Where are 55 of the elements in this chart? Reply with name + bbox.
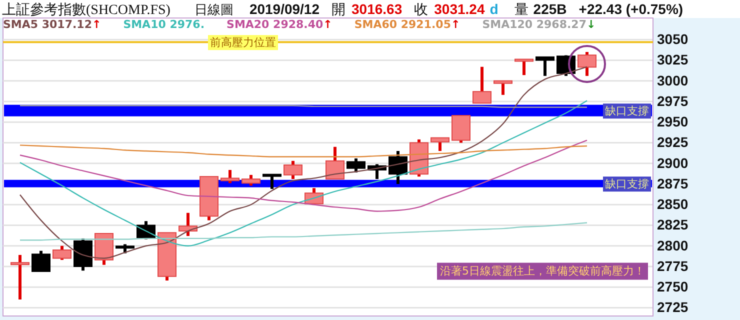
text: +22.43 (+0.75%) [578, 1, 684, 17]
candlestick [262, 174, 282, 189]
chart-subtitle: 日線圖 [194, 3, 234, 18]
y-tick-label: 2800 [657, 237, 688, 254]
text: 225B [533, 1, 567, 17]
candlestick [388, 150, 408, 184]
y-tick-label: 2850 [657, 196, 688, 212]
y-tick-label: 3025 [657, 52, 688, 68]
candlestick [220, 170, 240, 184]
y-tick-label: 2875 [657, 175, 688, 192]
y-tick-label: 2950 [657, 114, 688, 130]
y-tick-label: 3000 [657, 72, 688, 88]
text: 3016.63 [352, 1, 402, 17]
ref-line-label: 前高壓力位置 [210, 36, 276, 50]
text: 收 [414, 1, 428, 17]
y-tick-label: 2975 [657, 92, 688, 109]
candlestick [494, 80, 512, 95]
text: SMA20 2928.40↑ [226, 18, 332, 31]
candlestick [514, 58, 534, 76]
candlestick [52, 246, 72, 260]
text: 2019/09/12 [249, 1, 320, 17]
candlestick [10, 254, 30, 300]
text: 3031.24 [434, 1, 485, 17]
candlestick [32, 250, 50, 272]
y-tick-label: 2775 [657, 258, 688, 274]
band-label: 缺口支撐 [605, 104, 649, 118]
candlestick [242, 174, 260, 186]
line-series [19, 100, 588, 246]
candlestick [116, 244, 134, 254]
y-tick-label: 2725 [657, 299, 688, 316]
y-tick-label: 2925 [657, 134, 688, 150]
line-series [19, 140, 588, 212]
y-tick-label: 2750 [657, 278, 688, 295]
chart-title: 上証參考指數(SHCOMP.FS) [2, 2, 171, 18]
text: SMA60 2921.05↑ [354, 18, 460, 31]
candlestick [284, 160, 302, 180]
text: SMA5 3017.12↑ [3, 18, 102, 31]
y-tick-label: 3050 [657, 31, 688, 48]
text: SMA120 2968.27↓ [482, 18, 596, 31]
candlestick [472, 66, 492, 104]
text: d [490, 1, 498, 17]
candlestick [578, 52, 596, 76]
candlestick [178, 212, 198, 236]
candlestick [536, 56, 554, 76]
line-series [19, 222, 588, 241]
text: 量 [514, 1, 528, 17]
y-tick-label: 2825 [657, 216, 688, 233]
annotation: 沿著5日線震盪往上，準備突破前高壓力！ [440, 264, 645, 278]
candlestick [326, 146, 344, 180]
band-label: 缺口支撐 [605, 178, 649, 191]
y-tick-label: 2900 [657, 154, 688, 171]
candlestick [430, 137, 450, 151]
text: 開 [332, 1, 346, 17]
text: SMA10 2976. [123, 18, 205, 31]
candlestick [346, 158, 366, 172]
